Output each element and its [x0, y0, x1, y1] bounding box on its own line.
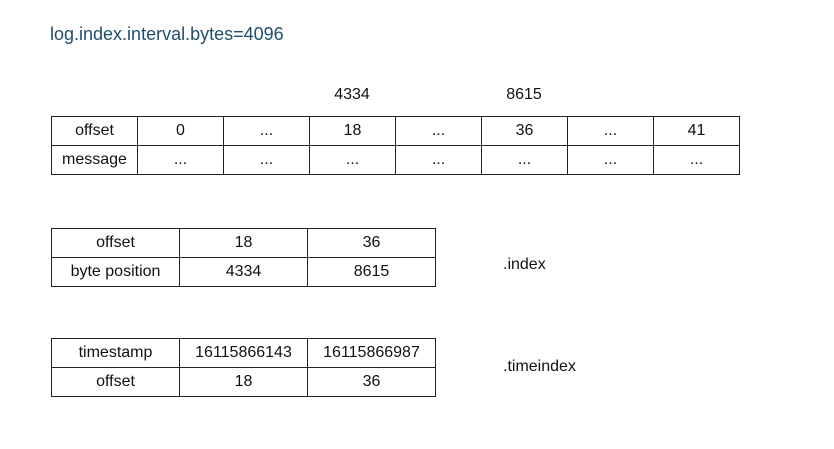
table-cell: 18 — [179, 228, 308, 258]
table-cell: ... — [481, 145, 568, 175]
row-header: message — [51, 145, 138, 175]
index-file-label: .index — [503, 256, 546, 273]
table-cell: 41 — [653, 116, 740, 146]
index-table: offset 18 36 byte position 4334 8615 — [51, 228, 436, 287]
row-header: timestamp — [51, 338, 180, 368]
table-cell: 16115866143 — [179, 338, 308, 368]
table-cell: 0 — [137, 116, 224, 146]
log-offset-row: offset 0 ... 18 ... 36 ... 41 — [51, 116, 740, 146]
table-cell: ... — [309, 145, 396, 175]
table-cell: ... — [395, 116, 482, 146]
row-header: offset — [51, 367, 180, 397]
log-segment-table: offset 0 ... 18 ... 36 ... 41 message ..… — [51, 116, 740, 175]
table-cell: 36 — [307, 367, 436, 397]
table-cell: 8615 — [307, 257, 436, 287]
index-byte-position-row: byte position 4334 8615 — [51, 257, 436, 287]
row-header: offset — [51, 228, 180, 258]
table-cell: ... — [223, 116, 310, 146]
timeindex-offset-row: offset 18 36 — [51, 367, 436, 397]
table-cell: 36 — [307, 228, 436, 258]
row-header: offset — [51, 116, 138, 146]
table-cell: 36 — [481, 116, 568, 146]
table-cell: ... — [567, 116, 654, 146]
index-offset-row: offset 18 36 — [51, 228, 436, 258]
table-cell: 16115866987 — [307, 338, 436, 368]
timeindex-file-label: .timeindex — [503, 358, 576, 375]
table-cell: ... — [653, 145, 740, 175]
table-cell: ... — [223, 145, 310, 175]
row-header: byte position — [51, 257, 180, 287]
log-message-row: message ... ... ... ... ... ... ... — [51, 145, 740, 175]
table-cell: 18 — [309, 116, 396, 146]
table-cell: ... — [137, 145, 224, 175]
byte-position-marker-2: 8615 — [506, 86, 542, 103]
table-cell: ... — [395, 145, 482, 175]
table-cell: 18 — [179, 367, 308, 397]
timeindex-timestamp-row: timestamp 16115866143 16115866987 — [51, 338, 436, 368]
table-cell: ... — [567, 145, 654, 175]
config-title: log.index.interval.bytes=4096 — [50, 24, 284, 44]
table-cell: 4334 — [179, 257, 308, 287]
timeindex-table: timestamp 16115866143 16115866987 offset… — [51, 338, 436, 397]
byte-position-marker-1: 4334 — [334, 86, 370, 103]
